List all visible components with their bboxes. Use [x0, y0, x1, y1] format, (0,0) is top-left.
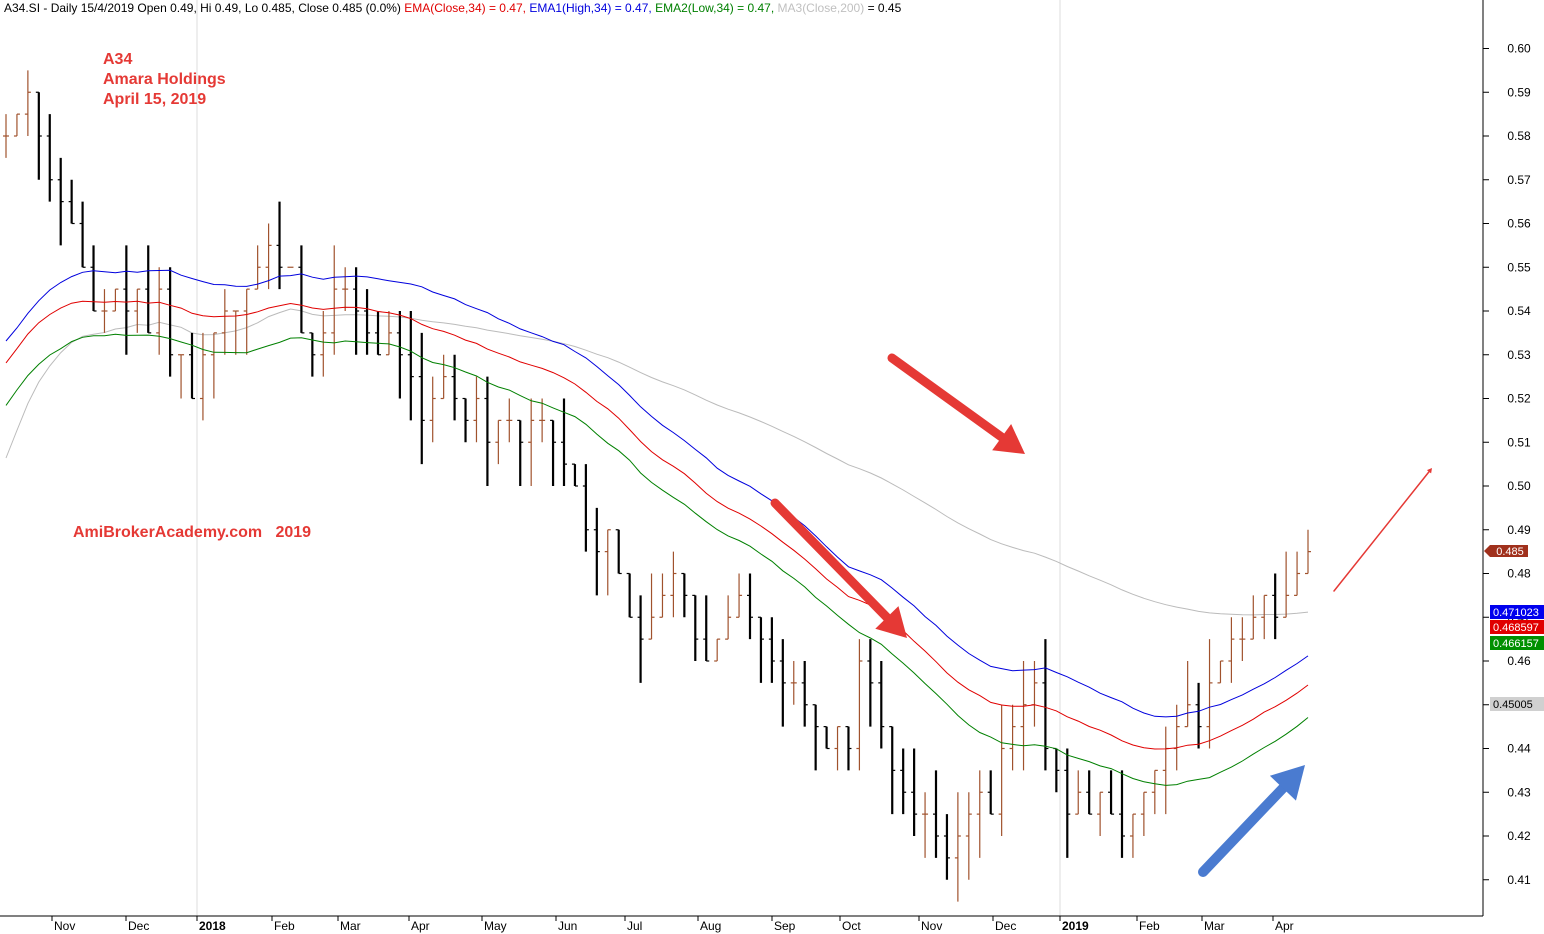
close-price-tag: 0.485 [1496, 546, 1524, 558]
ema-high-line [5, 269, 1309, 718]
y-tick-label: 0.46 [1507, 654, 1531, 668]
ticker-label: A34 [103, 51, 133, 68]
ticker-annotation: A34 Amara Holdings April 15, 2019 [103, 50, 226, 110]
x-tick-label: Apr [411, 919, 430, 933]
ema-low-tag: 0.466157 [1493, 638, 1539, 650]
ema-close-tag: 0.468597 [1493, 622, 1539, 634]
value-tags: 0.485 0.471023 0.468597 0.466157 0.45005 [1484, 545, 1544, 711]
header-ma3-value: = 0.45 [867, 1, 902, 15]
up-arrow-blue-head [1269, 765, 1305, 801]
y-tick-label: 0.55 [1507, 260, 1531, 274]
header-prefix: A34.SI - Daily 15/4/2019 Open 0.49, Hi 0… [4, 1, 401, 15]
x-tick-label: Nov [54, 919, 75, 933]
up-arrow-thin-shaft [1333, 471, 1430, 592]
y-tick-label: 0.54 [1507, 304, 1531, 318]
x-tick-label: Nov [921, 919, 942, 933]
ema-close-tag-bg [1490, 620, 1544, 634]
y-tick-label: 0.49 [1507, 523, 1531, 537]
x-tick-label: Apr [1275, 919, 1294, 933]
x-axis: Nov Dec 2018 Feb Mar Apr May Jun Jul Aug Sep Oct Nov… [0, 915, 1483, 933]
down-arrow-lower-head [875, 606, 907, 638]
ema-low-line [5, 333, 1309, 786]
x-tick-label: Oct [842, 919, 861, 933]
y-tick-label: 0.59 [1507, 85, 1531, 99]
down-arrow-upper-shaft [887, 353, 1007, 442]
x-tick-label: Feb [274, 919, 295, 933]
x-tick-label: Mar [1204, 919, 1225, 933]
y-tick-label: 0.52 [1507, 392, 1531, 406]
ma200-path [5, 308, 1309, 616]
y-tick-label: 0.51 [1507, 435, 1531, 449]
month-gridlines [196, 0, 1061, 916]
header-ema-low: EMA2(Low,34) = 0.47, [655, 1, 775, 15]
ema-high-tag: 0.471023 [1493, 607, 1539, 619]
y-tick-label: 0.60 [1507, 42, 1531, 56]
x-tick-label: 2018 [199, 919, 226, 933]
y-tick-label: 0.43 [1507, 785, 1531, 799]
x-tick-label: Aug [700, 919, 721, 933]
ema-high-tag-bg [1490, 605, 1544, 619]
down-arrow-upper-head [992, 424, 1025, 454]
y-tick-label: 0.48 [1507, 567, 1531, 581]
y-tick-label: 0.53 [1507, 348, 1531, 362]
x-tick-label: Dec [995, 919, 1016, 933]
close-price-tag-bg [1484, 545, 1528, 557]
ema-lines [5, 269, 1309, 786]
watermark: AmiBrokerAcademy.com 2019 [73, 524, 312, 541]
ohlc-bars [3, 70, 1311, 902]
y-tick-label: 0.42 [1507, 829, 1531, 843]
x-tick-label: May [484, 919, 507, 933]
x-tick-label: Sep [774, 919, 796, 933]
header-ema-high: EMA1(High,34) = 0.47, [529, 1, 652, 15]
x-tick-label: Jul [627, 919, 642, 933]
y-axis: 0.410.420.430.440.450.460.470.480.490.50… [1482, 0, 1531, 916]
y-tick-label: 0.57 [1507, 173, 1531, 187]
y-tick-label: 0.44 [1507, 742, 1531, 756]
x-tick-label: Mar [340, 919, 361, 933]
up-arrow-thin-head [1426, 468, 1432, 474]
trend-arrows [770, 353, 1432, 877]
ema-close-line [5, 300, 1309, 750]
x-tick-label: Jun [558, 919, 577, 933]
ma200-line [5, 308, 1309, 616]
down-arrow-lower-shaft [770, 498, 892, 622]
date-label: April 15, 2019 [103, 91, 207, 108]
ma200-tag: 0.45005 [1493, 699, 1533, 711]
ma200-tag-bg [1490, 697, 1544, 711]
header-ema-close: EMA(Close,34) = 0.47, [404, 1, 526, 15]
x-tick-label: Feb [1139, 919, 1160, 933]
y-tick-label: 0.41 [1507, 873, 1531, 887]
ema-low-tag-bg [1490, 636, 1544, 650]
header-ma3-label: MA3(Close,200) [777, 1, 865, 15]
y-tick-label: 0.50 [1507, 479, 1531, 493]
x-tick-label: 2019 [1062, 919, 1089, 933]
y-tick-label: 0.58 [1507, 129, 1531, 143]
y-tick-label: 0.56 [1507, 217, 1531, 231]
x-tick-label: Dec [128, 919, 149, 933]
company-label: Amara Holdings [103, 71, 226, 88]
up-arrow-blue-shaft [1198, 783, 1288, 877]
chart-header: A34.SI - Daily 15/4/2019 Open 0.49, Hi 0… [4, 1, 901, 15]
